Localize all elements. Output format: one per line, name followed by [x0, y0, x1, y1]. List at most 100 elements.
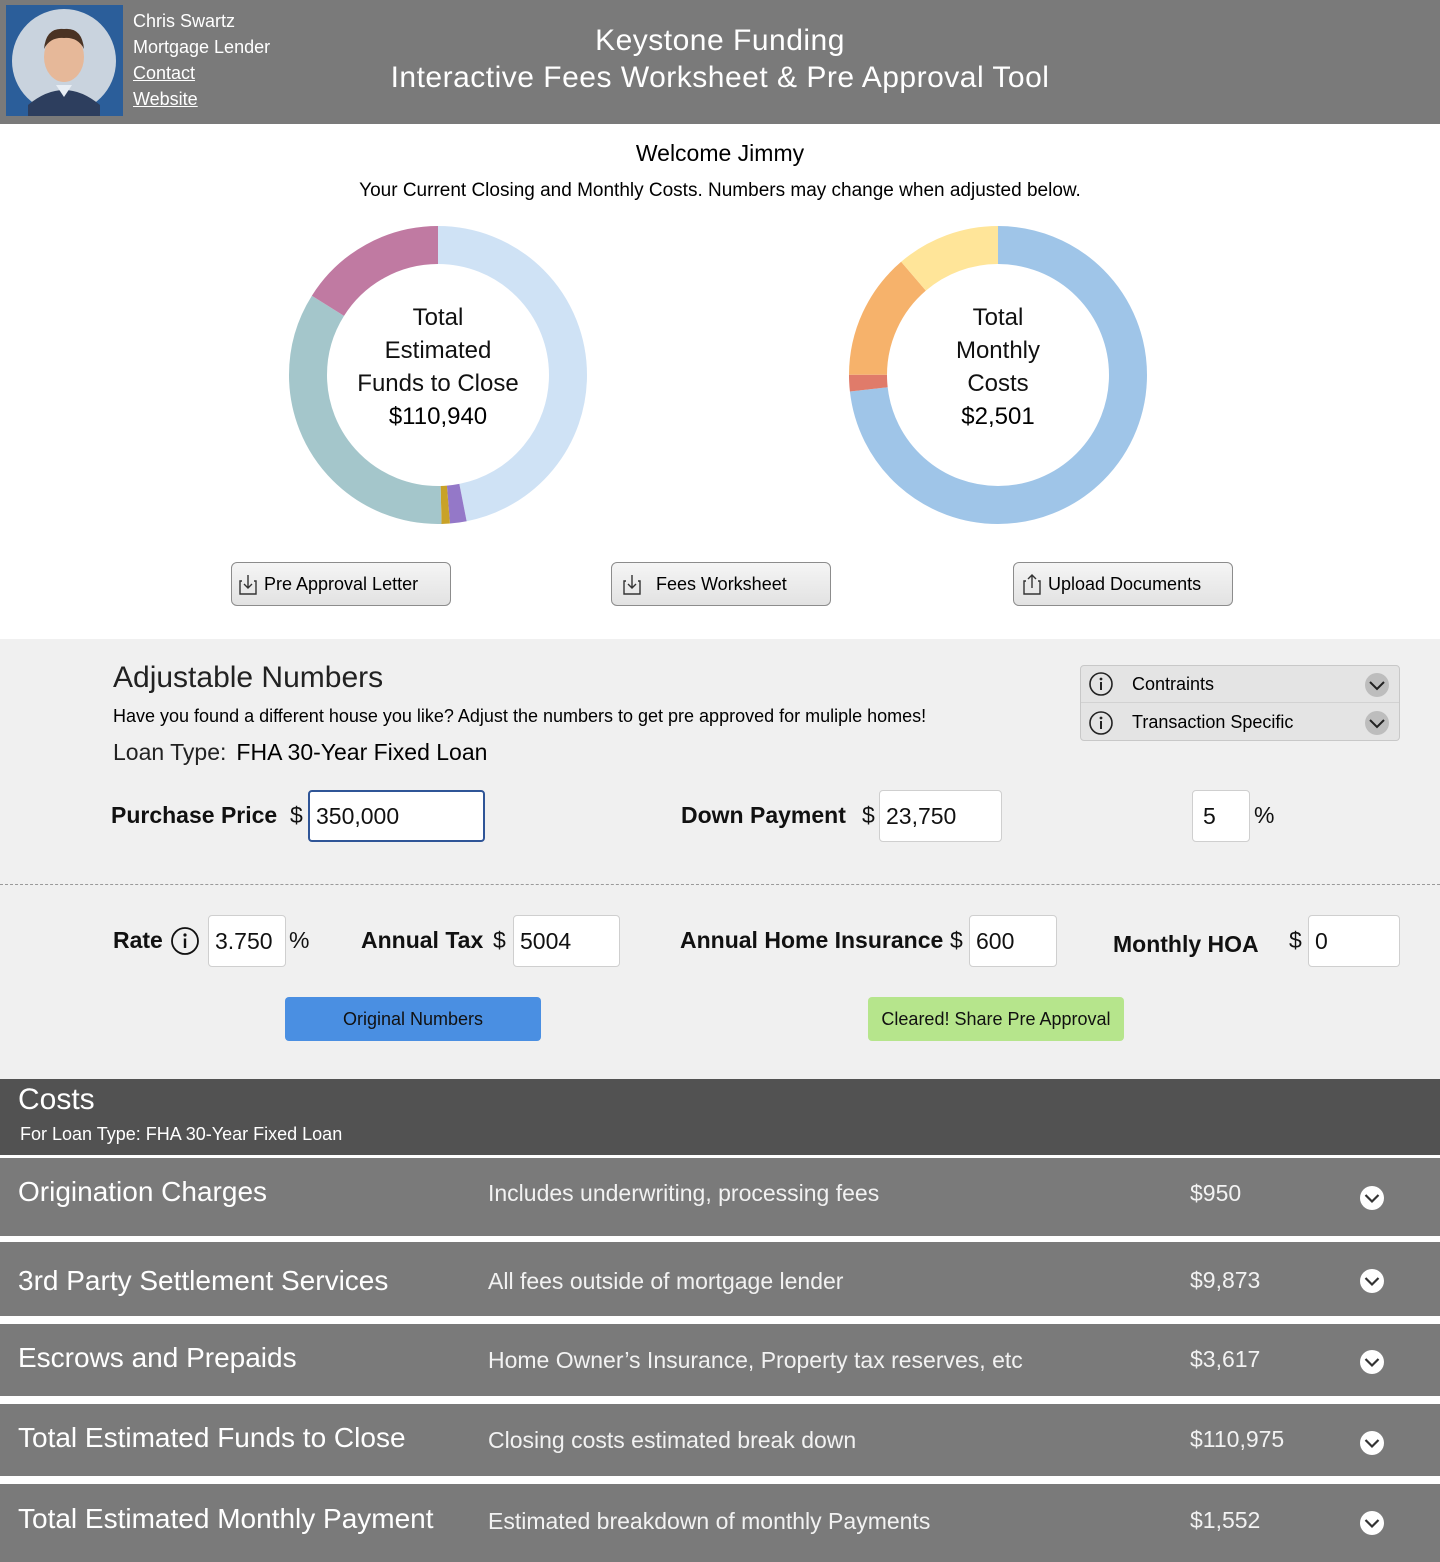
funds-donut-amount: $110,940 [388, 403, 488, 430]
chevron-down-icon[interactable] [1359, 1349, 1385, 1375]
down-payment-input[interactable] [879, 790, 1002, 842]
cost-row-name: 3rd Party Settlement Services [18, 1265, 389, 1296]
monthly-hoa-input[interactable] [1308, 915, 1400, 967]
avatar-photo-icon [6, 5, 123, 116]
accordion-constraints[interactable]: Contraints [1081, 666, 1399, 703]
cost-row-escrows[interactable]: Escrows and Prepaids Home Owner’s Insura… [0, 1324, 1440, 1396]
lender-name: Chris Swartz [133, 11, 236, 31]
costs-title: Costs [18, 1083, 95, 1116]
home-insurance-label: Annual Home Insurance [680, 927, 944, 953]
welcome-heading: Welcome Jimmy [635, 140, 805, 166]
cost-row-name: Total Estimated Monthly Payment [18, 1503, 434, 1534]
down-payment-percent-input[interactable] [1192, 790, 1250, 842]
down-payment-percent-sign: % [1254, 802, 1275, 828]
accordion-constraints-label: Contraints [1132, 673, 1215, 694]
down-payment-label: Down Payment [681, 802, 846, 828]
down-payment-currency: $ [862, 802, 875, 828]
upload-documents-label: Upload Documents [1048, 573, 1202, 594]
cost-row-origination[interactable]: Origination Charges Includes underwritin… [0, 1158, 1440, 1236]
monthly-donut-line1: Total [972, 304, 1024, 331]
home-insurance-currency: $ [950, 927, 963, 953]
funds-donut-line3: Funds to Close [357, 370, 519, 397]
cost-row-monthly-payment[interactable]: Total Estimated Monthly Payment Estimate… [0, 1484, 1440, 1562]
share-pre-approval-button[interactable]: Cleared! Share Pre Approval [868, 997, 1124, 1041]
annual-tax-input[interactable] [513, 915, 620, 967]
monthly-hoa-label: Monthly HOA [1113, 931, 1259, 957]
company-name: Keystone Funding [595, 24, 845, 57]
chevron-down-icon[interactable] [1364, 710, 1390, 736]
accordion-transaction-label: Transaction Specific [1132, 712, 1294, 732]
loan-type-value: FHA 30-Year Fixed Loan [236, 739, 488, 765]
monthly-donut-segment-1 [849, 226, 1147, 524]
pre-approval-letter-label: Pre Approval Letter [264, 573, 419, 594]
chevron-down-icon[interactable] [1359, 1185, 1385, 1211]
chevron-down-icon[interactable] [1359, 1510, 1385, 1536]
loan-type-label: Loan Type: [113, 739, 227, 765]
cost-row-desc: All fees outside of mortgage lender [488, 1268, 844, 1294]
rate-info-icon[interactable] [170, 926, 200, 956]
loan-type: Loan Type: FHA 30-Year Fixed Loan [113, 739, 487, 766]
cost-row-desc: Home Owner’s Insurance, Property tax res… [488, 1347, 1023, 1373]
upload-icon [1023, 574, 1041, 595]
rate-input[interactable] [208, 915, 286, 967]
chevron-down-icon[interactable] [1359, 1268, 1385, 1294]
pre-approval-letter-button[interactable]: Pre Approval Letter [231, 562, 451, 606]
website-link[interactable]: Website [133, 89, 198, 109]
purchase-price-currency: $ [290, 802, 303, 828]
adjustable-title: Adjustable Numbers [113, 661, 384, 694]
download-icon [623, 575, 641, 595]
cost-row-amount: $9,873 [1190, 1267, 1261, 1293]
original-numbers-button[interactable]: Original Numbers [285, 997, 541, 1041]
purchase-price-label: Purchase Price [111, 802, 278, 828]
contact-link[interactable]: Contact [133, 63, 196, 83]
welcome-subtitle: Your Current Closing and Monthly Costs. … [359, 180, 1081, 201]
lender-avatar [6, 5, 123, 116]
monthly-donut-amount: $2,501 [961, 403, 1035, 430]
home-insurance-input[interactable] [969, 915, 1057, 967]
download-icon [239, 575, 257, 595]
cost-row-funds-to-close[interactable]: Total Estimated Funds to Close Closing c… [0, 1404, 1440, 1476]
cost-row-amount: $110,975 [1190, 1426, 1285, 1452]
upload-documents-button[interactable]: Upload Documents [1013, 562, 1233, 606]
adjustable-numbers-panel: Adjustable Numbers Have you found a diff… [0, 639, 1440, 1079]
costs-loan-type: For Loan Type: FHA 30-Year Fixed Loan [20, 1124, 343, 1144]
purchase-price-input[interactable] [308, 790, 485, 842]
app-title: Keystone Funding Interactive Fees Worksh… [360, 22, 1080, 96]
cost-row-name: Total Estimated Funds to Close [18, 1422, 406, 1453]
info-icon [1089, 710, 1113, 735]
monthly-costs-donut: Total Monthly Costs $2,501 [849, 226, 1147, 524]
rate-label: Rate [113, 927, 163, 953]
cost-row-name: Escrows and Prepaids [18, 1342, 297, 1373]
chevron-down-icon[interactable] [1364, 672, 1390, 698]
chevron-down-icon[interactable] [1359, 1430, 1385, 1456]
app-header: Chris Swartz Mortgage Lender Contact Web… [0, 0, 1440, 124]
funds-donut-segment-4 [289, 226, 587, 524]
costs-header: Costs For Loan Type: FHA 30-Year Fixed L… [0, 1079, 1440, 1155]
options-accordion: Contraints Transaction Specific [1080, 665, 1400, 741]
monthly-donut-segment-3 [849, 226, 1147, 524]
accordion-transaction-specific[interactable]: Transaction Specific [1081, 704, 1399, 741]
cost-row-amount: $950 [1190, 1180, 1242, 1206]
lender-role: Mortgage Lender [133, 37, 271, 57]
funds-to-close-donut: Total Estimated Funds to Close $110,940 [289, 226, 587, 524]
funds-donut-line2: Estimated [384, 337, 492, 364]
cost-row-desc: Includes underwriting, processing fees [488, 1180, 880, 1206]
monthly-donut-line2: Monthly [955, 337, 1041, 364]
annual-tax-label: Annual Tax [361, 927, 484, 953]
monthly-donut-label: Total Monthly Costs $2,501 [849, 301, 1147, 433]
cost-row-amount: $3,617 [1190, 1346, 1261, 1372]
monthly-donut-svg [849, 226, 1147, 524]
cost-row-name: Origination Charges [18, 1176, 268, 1207]
monthly-donut-line3: Costs [967, 370, 1029, 397]
tool-name: Interactive Fees Worksheet & Pre Approva… [390, 61, 1050, 94]
info-icon [1089, 672, 1113, 696]
rate-percent-sign: % [289, 927, 310, 953]
monthly-hoa-currency: $ [1289, 927, 1302, 953]
cost-row-third-party[interactable]: 3rd Party Settlement Services All fees o… [0, 1242, 1440, 1316]
funds-donut-label: Total Estimated Funds to Close $110,940 [289, 301, 587, 433]
lender-info: Chris Swartz Mortgage Lender Contact Web… [133, 8, 270, 112]
adjustable-description: Have you found a different house you lik… [113, 706, 927, 726]
fees-worksheet-button[interactable]: Fees Worksheet [611, 562, 831, 606]
funds-donut-svg [289, 226, 587, 524]
annual-tax-currency: $ [493, 927, 506, 953]
